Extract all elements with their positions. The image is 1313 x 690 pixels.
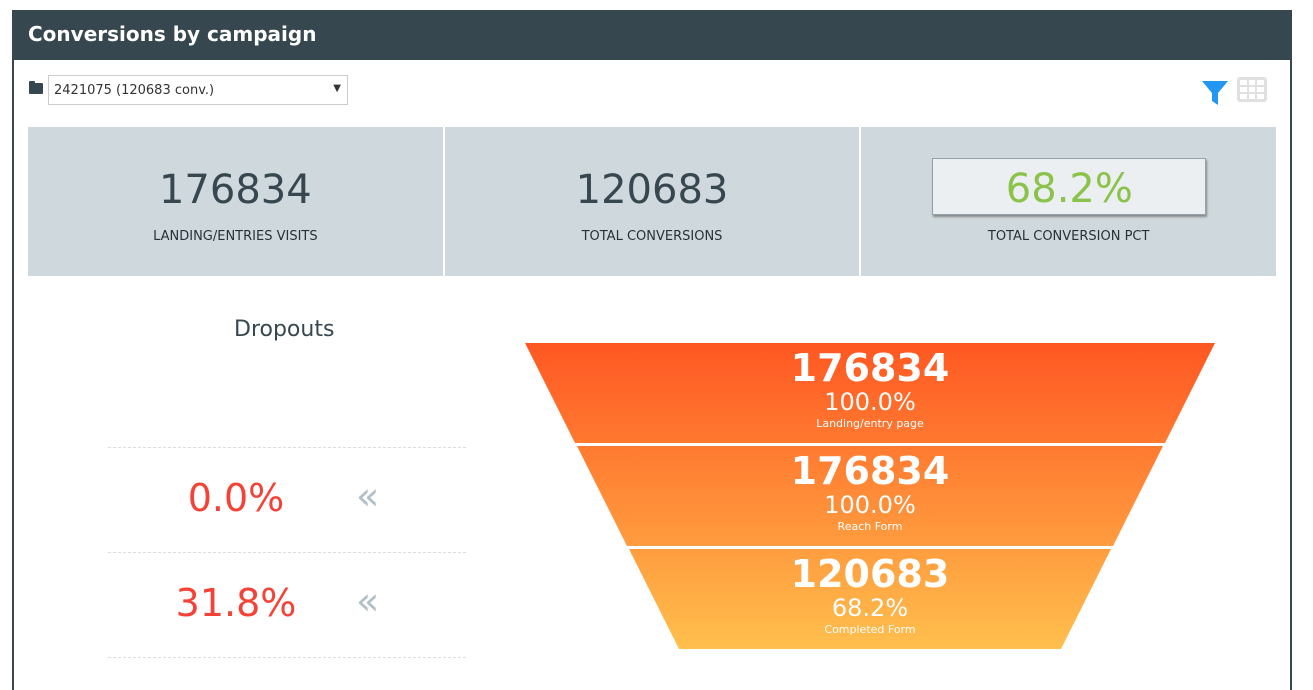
campaign-select[interactable]: 2421075 (120683 conv.) ▼ bbox=[48, 75, 348, 105]
stat-value: 120683 bbox=[575, 167, 729, 213]
stat-label: TOTAL CONVERSION PCT bbox=[987, 229, 1150, 244]
caret-down-icon: ▼ bbox=[333, 83, 341, 94]
chevron-double-left-icon: « bbox=[356, 579, 380, 623]
funnel-segment bbox=[525, 343, 1215, 443]
divider bbox=[108, 657, 466, 658]
stage-label: Reach Form bbox=[837, 520, 903, 533]
funnel-segment bbox=[577, 446, 1163, 546]
funnel-segment-label: 176834 100.0% Reach Form bbox=[720, 450, 1020, 536]
dropout-row: 31.8% « bbox=[108, 552, 466, 657]
funnel-chart bbox=[525, 343, 1215, 649]
stage-pct: 100.0% bbox=[824, 491, 916, 519]
dropout-value: 31.8% bbox=[175, 581, 297, 625]
stat-value: 68.2% bbox=[1005, 166, 1133, 212]
funnel-segment-label: 176834 100.0% Landing/entry page bbox=[720, 347, 1020, 433]
filter-icon[interactable] bbox=[1202, 79, 1228, 105]
stage-value: 120683 bbox=[790, 552, 950, 596]
funnel-segment-label: 120683 68.2% Completed Form bbox=[720, 553, 1020, 639]
stage-label: Landing/entry page bbox=[816, 417, 924, 430]
dropouts-title: Dropouts bbox=[234, 317, 335, 342]
campaign-select-value: 2421075 (120683 conv.) bbox=[54, 83, 215, 98]
stat-visits: 176834 LANDING/ENTRIES VISITS bbox=[28, 127, 443, 276]
stage-value: 176834 bbox=[790, 449, 950, 493]
stage-pct: 100.0% bbox=[824, 388, 916, 416]
conversion-pct-box: 68.2% bbox=[932, 158, 1207, 215]
dropout-row: 0.0% « bbox=[108, 447, 466, 552]
folder-icon bbox=[29, 81, 43, 94]
funnel-segment bbox=[629, 549, 1111, 649]
dropout-value: 0.0% bbox=[187, 476, 285, 520]
stat-label: TOTAL CONVERSIONS bbox=[581, 229, 723, 244]
panel-title: Conversions by campaign bbox=[14, 10, 1290, 60]
stats-row: 176834 LANDING/ENTRIES VISITS 120683 TOT… bbox=[28, 127, 1277, 276]
stage-value: 176834 bbox=[790, 346, 950, 390]
stat-conversion-pct: 68.2% TOTAL CONVERSION PCT bbox=[861, 127, 1277, 276]
stage-label: Completed Form bbox=[824, 623, 916, 636]
stage-pct: 68.2% bbox=[831, 594, 909, 622]
stat-conversions: 120683 TOTAL CONVERSIONS bbox=[444, 127, 860, 276]
chevron-double-left-icon: « bbox=[356, 474, 380, 518]
stat-label: LANDING/ENTRIES VISITS bbox=[153, 229, 318, 244]
stat-value: 176834 bbox=[158, 167, 312, 213]
table-icon[interactable] bbox=[1237, 77, 1267, 102]
